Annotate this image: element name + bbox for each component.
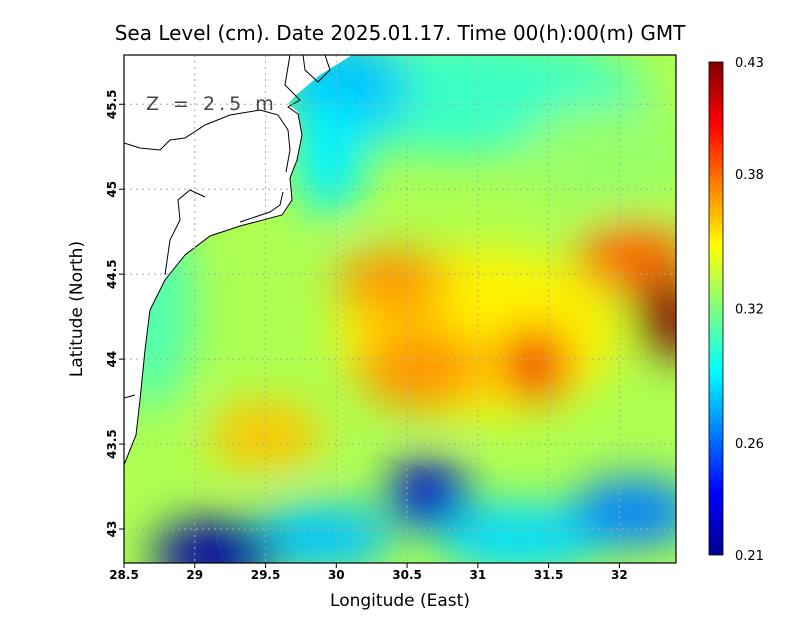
field-feature [293,95,365,215]
y-tick-label: 45 [105,181,119,198]
y-tick-label: 44.5 [105,259,119,289]
field-feature [499,326,570,402]
depth-annotation: Z = 2.5 m [146,93,278,115]
colorbar-tick-label: 0.26 [735,437,764,452]
land-mask [124,55,352,465]
coastline [124,55,331,466]
x-tick-label: 30.5 [392,568,422,582]
field-feature [152,520,280,563]
grid-lines [124,55,676,563]
x-tick-label: 31.5 [534,568,564,582]
x-axis-label: Longitude (East) [330,591,470,611]
y-axis-ticks: 43 43.5 44 44.5 45 45.5 [105,89,124,537]
field-feature [336,248,450,317]
field-feature [637,274,676,360]
field-feature [576,223,676,292]
field-feature [251,503,393,563]
x-tick-label: 32 [611,568,628,582]
x-tick-label: 28.5 [109,568,139,582]
x-tick-label: 29 [186,568,203,582]
y-axis-label: Latitude (North) [67,241,87,377]
x-axis-ticks: 28.5 29 29.5 30 30.5 31 31.5 32 [109,563,628,582]
y-tick-label: 44 [105,351,119,368]
field-feature [385,461,471,530]
field-feature [520,104,676,207]
colorbar-tick-label: 0.32 [735,303,764,318]
x-tick-label: 31 [469,568,486,582]
colorbar-ticks: 0.43 0.38 0.32 0.26 0.21 [735,56,764,564]
field-feature [208,401,323,470]
y-tick-label: 43.5 [105,429,119,459]
colorbar-tick-label: 0.21 [735,549,764,564]
field-feature [569,478,676,546]
x-tick-label: 29.5 [251,568,281,582]
colorbar [708,61,724,556]
plot-area: Z = 2.5 m [124,55,676,563]
x-tick-label: 30 [328,568,345,582]
plot-frame [123,54,677,564]
y-tick-label: 43 [105,521,119,538]
y-tick-label: 45.5 [105,89,119,119]
chart-title: Sea Level (cm). Date 2025.01.17. Time 00… [115,21,686,45]
colorbar-tick-label: 0.38 [735,168,764,183]
field-feature [357,325,485,411]
colorbar-tick-label: 0.43 [735,56,764,71]
